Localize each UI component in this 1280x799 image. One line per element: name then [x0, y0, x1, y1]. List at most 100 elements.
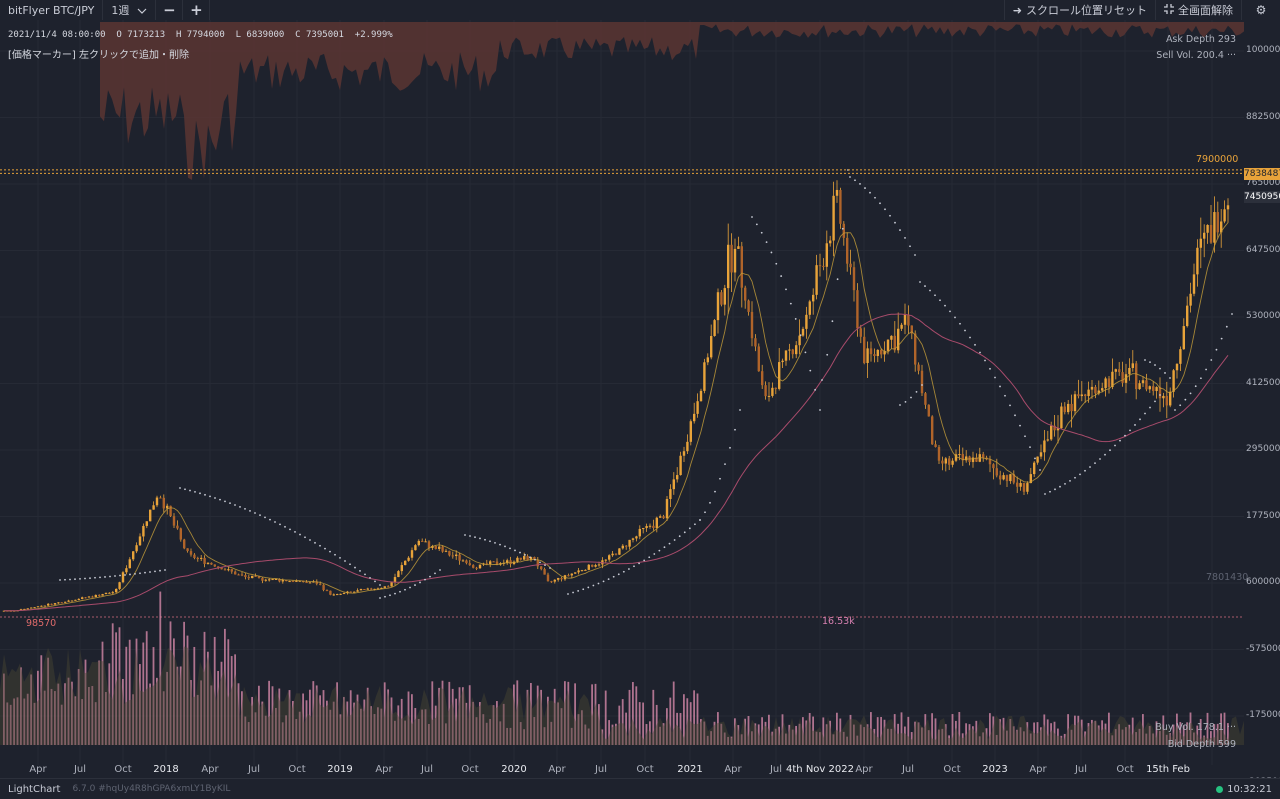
- buy-volume-bar: [193, 646, 196, 745]
- candle-body: [1118, 369, 1121, 373]
- buy-volume-bar: [975, 720, 978, 745]
- price-axis-tick: 600000: [1246, 577, 1280, 587]
- buy-volume-bar: [366, 687, 369, 745]
- sar-dot: [289, 528, 291, 531]
- sar-dot: [1029, 446, 1031, 449]
- buy-volume-bar: [982, 732, 984, 745]
- sar-dot: [1124, 434, 1126, 437]
- candle-body: [298, 580, 301, 582]
- buy-volume-bar: [1101, 720, 1103, 745]
- candle-body: [642, 528, 645, 530]
- exit-fullscreen-button[interactable]: 全画面解除: [1155, 0, 1241, 20]
- buy-volume-bar: [972, 726, 974, 745]
- buy-volume-bar: [710, 731, 712, 745]
- buy-volume-bar: [479, 702, 481, 745]
- buy-volume-bar: [781, 714, 784, 745]
- buy-volume-bar: [961, 733, 964, 745]
- ask-depth-label: Ask Depth 293: [1165, 34, 1236, 45]
- buy-volume-bar: [499, 721, 502, 745]
- sar-dot: [189, 489, 191, 492]
- candle-body: [495, 561, 499, 565]
- sar-dot: [909, 245, 911, 248]
- candle-body: [1016, 482, 1019, 487]
- buy-volume-bar: [839, 718, 842, 745]
- zoom-in-button[interactable]: +: [183, 0, 211, 20]
- candle-body: [778, 362, 781, 389]
- candle-body: [285, 580, 288, 582]
- buy-volume-bar: [67, 677, 70, 745]
- buy-volume-bar: [547, 696, 549, 745]
- sar-dot: [864, 187, 866, 189]
- buy-volume-bar: [37, 670, 39, 745]
- reset-scroll-button[interactable]: ➜ スクロール位置リセット: [1003, 0, 1155, 20]
- buy-volume-bar: [74, 696, 77, 745]
- buy-volume-bar: [210, 685, 213, 745]
- candle-body: [1026, 483, 1029, 492]
- buy-volume-bar: [298, 711, 301, 745]
- buy-volume-bar: [309, 689, 311, 745]
- candle-body: [771, 387, 774, 396]
- version-label: 6.7.0 #hqUy4R8hGPA6xmLY1ByKIL: [72, 784, 231, 794]
- candle-body: [812, 294, 815, 302]
- buy-volume-bar: [825, 724, 828, 745]
- candle-body: [244, 575, 247, 578]
- buy-volume-bar: [217, 670, 219, 745]
- candle-body: [339, 593, 342, 595]
- sar-dot: [704, 511, 706, 514]
- price-chart[interactable]: [0, 20, 1244, 777]
- candle-body: [866, 348, 869, 364]
- sar-dot: [1039, 469, 1041, 471]
- candle-body: [203, 557, 206, 564]
- candle-body: [679, 455, 682, 476]
- buy-volume-bar: [84, 659, 87, 745]
- buy-volume-bar: [196, 694, 199, 745]
- sar-dot: [954, 316, 956, 319]
- buy-volume-bar: [101, 641, 104, 745]
- candle-body: [533, 557, 536, 560]
- clock: 10:32:21: [1216, 784, 1280, 795]
- price-axis[interactable]: [1244, 20, 1280, 777]
- sar-dot: [399, 590, 401, 593]
- buy-volume-bar: [540, 689, 542, 745]
- candle-body: [730, 244, 733, 273]
- sar-dot: [915, 390, 918, 393]
- buy-volume-bar: [696, 693, 699, 745]
- sar-dot: [1049, 490, 1051, 493]
- candle-body: [223, 569, 227, 571]
- candle-body: [1070, 403, 1073, 412]
- buy-volume-bar: [815, 731, 818, 745]
- buy-volume-bar: [853, 724, 855, 745]
- candle-body: [393, 577, 397, 583]
- buy-volume-bar: [887, 728, 889, 745]
- buy-volume-bar: [1104, 723, 1107, 745]
- buy-volume-bar: [638, 702, 641, 745]
- time-axis-label: Jul: [1074, 764, 1088, 775]
- candle-body: [325, 590, 329, 592]
- candle-body: [1097, 390, 1100, 394]
- buy-volume-bar: [1131, 717, 1134, 745]
- candle-body: [397, 571, 400, 578]
- candle-body: [1145, 380, 1148, 390]
- candle-body: [19, 609, 23, 611]
- candle-body: [152, 505, 155, 510]
- buy-volume-bar: [183, 621, 185, 745]
- buy-volume-bar: [876, 717, 879, 745]
- sar-dot: [673, 539, 676, 541]
- sar-dot: [339, 556, 341, 559]
- buy-volume-bar: [428, 723, 430, 745]
- sar-dot: [109, 575, 111, 578]
- sar-dot: [1174, 409, 1176, 411]
- zoom-out-button[interactable]: −: [156, 0, 184, 20]
- buy-volume-bar: [778, 726, 780, 745]
- timeframe-select[interactable]: 1週: [103, 0, 157, 20]
- buy-volume-bar: [125, 646, 128, 745]
- candle-body: [693, 413, 696, 422]
- candle-body: [370, 588, 373, 590]
- candle-body: [958, 454, 961, 456]
- buy-volume-bar: [489, 718, 491, 745]
- symbol-label[interactable]: bitFlyer BTC/JPY: [0, 0, 104, 20]
- time-axis-label: Apr: [548, 764, 566, 775]
- settings-button[interactable]: ⚙: [1241, 0, 1280, 20]
- sar-dot: [474, 536, 476, 539]
- sar-dot: [499, 543, 501, 546]
